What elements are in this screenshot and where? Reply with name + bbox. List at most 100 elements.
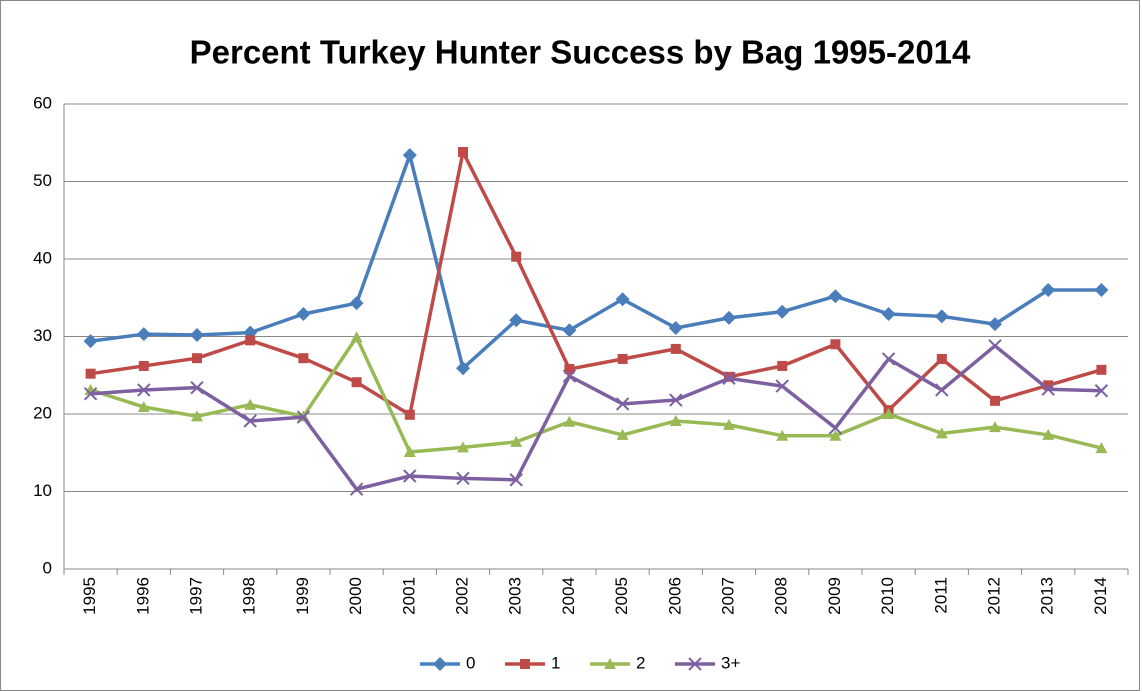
marker bbox=[192, 353, 202, 364]
marker bbox=[243, 414, 257, 428]
y-tick-label: 60 bbox=[33, 93, 52, 112]
marker bbox=[457, 441, 469, 453]
marker bbox=[136, 327, 151, 342]
marker bbox=[776, 429, 789, 441]
marker bbox=[1041, 283, 1056, 297]
marker bbox=[936, 353, 947, 364]
marker bbox=[433, 657, 447, 671]
y-tick-label: 10 bbox=[33, 481, 52, 500]
marker bbox=[137, 383, 151, 397]
marker bbox=[458, 147, 468, 158]
marker bbox=[350, 331, 363, 343]
legend: 0 1 2 3+ bbox=[420, 653, 740, 672]
marker bbox=[988, 339, 1002, 353]
y-tick-label: 40 bbox=[33, 248, 52, 267]
x-tick-label: 2014 bbox=[1091, 577, 1110, 615]
marker bbox=[934, 309, 949, 324]
marker bbox=[722, 371, 736, 386]
chart-title: Percent Turkey Hunter Success by Bag 199… bbox=[190, 34, 971, 71]
marker bbox=[775, 304, 790, 319]
marker bbox=[617, 353, 628, 364]
marker bbox=[511, 251, 522, 262]
marker bbox=[563, 415, 576, 427]
x-tick-label: 2013 bbox=[1038, 577, 1057, 615]
marker bbox=[509, 473, 523, 487]
x-tick-label: 2012 bbox=[984, 577, 1003, 615]
x-tick-label: 2004 bbox=[559, 577, 578, 615]
x-tick-label: 1995 bbox=[80, 577, 99, 615]
y-tick-label: 0 bbox=[43, 558, 52, 577]
marker bbox=[881, 352, 896, 366]
marker bbox=[1042, 428, 1055, 440]
marker bbox=[564, 364, 575, 375]
x-tick-label: 2011 bbox=[931, 577, 950, 614]
marker bbox=[723, 418, 735, 430]
x-tick-label: 1999 bbox=[293, 577, 312, 615]
series-line bbox=[90, 344, 1102, 491]
marker bbox=[404, 409, 415, 420]
marker bbox=[881, 307, 896, 322]
marker bbox=[670, 343, 681, 354]
x-tick-label: 2010 bbox=[878, 577, 897, 615]
x-tick-label: 2005 bbox=[612, 577, 631, 615]
marker bbox=[830, 339, 841, 350]
marker bbox=[190, 327, 204, 342]
marker bbox=[456, 361, 470, 376]
series-line bbox=[90, 153, 1102, 371]
marker bbox=[562, 323, 577, 338]
marker bbox=[403, 469, 417, 483]
marker bbox=[138, 360, 149, 371]
marker bbox=[298, 353, 309, 364]
marker bbox=[616, 428, 629, 440]
marker bbox=[510, 435, 523, 447]
marker bbox=[403, 445, 416, 457]
x-tick-label: 2006 bbox=[665, 577, 684, 615]
marker bbox=[615, 397, 630, 411]
marker bbox=[351, 377, 362, 388]
y-tick-label: 30 bbox=[33, 326, 52, 345]
marker bbox=[1094, 283, 1109, 297]
marker bbox=[349, 296, 364, 311]
x-tick-label: 2009 bbox=[825, 577, 844, 615]
marker bbox=[775, 379, 789, 393]
marker bbox=[829, 429, 842, 441]
marker bbox=[777, 360, 788, 371]
legend-label: 1 bbox=[551, 653, 560, 672]
x-tick-label: 1997 bbox=[186, 577, 205, 615]
marker bbox=[669, 414, 682, 426]
marker bbox=[191, 410, 203, 422]
marker bbox=[935, 427, 948, 439]
marker bbox=[604, 658, 616, 669]
marker bbox=[562, 369, 577, 383]
marker bbox=[1096, 364, 1107, 375]
legend-label: 0 bbox=[466, 653, 475, 672]
marker bbox=[935, 383, 949, 397]
marker bbox=[688, 657, 702, 671]
legend-label: 3+ bbox=[721, 653, 740, 672]
marker bbox=[509, 313, 524, 328]
marker bbox=[520, 659, 530, 669]
marker bbox=[668, 320, 683, 335]
series-line bbox=[90, 150, 1102, 417]
marker bbox=[988, 317, 1002, 332]
marker bbox=[402, 148, 417, 163]
marker bbox=[296, 307, 311, 322]
marker bbox=[83, 334, 98, 349]
marker bbox=[615, 292, 630, 307]
marker bbox=[83, 387, 98, 401]
marker bbox=[1041, 382, 1055, 396]
marker bbox=[882, 408, 895, 419]
marker bbox=[349, 482, 364, 496]
x-tick-label: 1996 bbox=[133, 577, 152, 615]
marker bbox=[190, 380, 204, 395]
marker bbox=[1095, 442, 1108, 454]
x-tick-label: 2003 bbox=[506, 577, 525, 615]
marker bbox=[989, 421, 1001, 433]
marker bbox=[456, 471, 470, 486]
marker bbox=[137, 401, 150, 413]
marker bbox=[722, 310, 736, 325]
x-tick-label: 1998 bbox=[240, 577, 259, 615]
legend-label: 2 bbox=[636, 653, 645, 672]
